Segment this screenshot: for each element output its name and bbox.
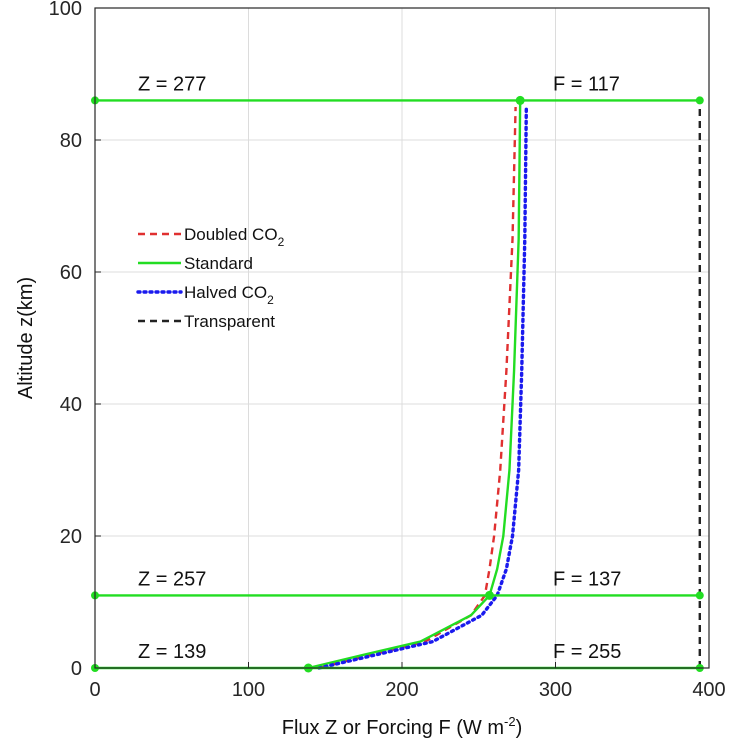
f-value-label: F = 137: [553, 568, 621, 590]
series-line-halved-co: [317, 105, 529, 670]
level-marker-right: [695, 591, 704, 600]
x-axis-label-end: ): [516, 717, 523, 739]
z-value-label: Z = 139: [138, 641, 206, 663]
x-tick-label: 300: [539, 679, 572, 701]
y-tick-label: 40: [60, 394, 82, 416]
z-value-label: Z = 277: [138, 73, 206, 95]
z-value-label: Z = 257: [138, 568, 206, 590]
x-tick-label: 200: [385, 679, 418, 701]
legend-subscript: 2: [267, 293, 274, 307]
level-marker-right: [695, 96, 704, 105]
legend-subscript: 2: [278, 235, 285, 249]
series-lines: [308, 100, 701, 670]
level-marker-flux: [515, 95, 525, 105]
y-tick-label: 80: [60, 130, 82, 152]
legend-label: Standard: [184, 254, 253, 273]
y-tick-label: 20: [60, 526, 82, 548]
series-line-standard: [308, 100, 522, 670]
f-value-label: F = 117: [553, 73, 620, 95]
level-marker-flux: [484, 590, 494, 600]
f-value-label: F = 255: [553, 641, 621, 663]
y-tick-label: 100: [49, 0, 82, 20]
x-axis-label-superscript: -2: [504, 714, 516, 729]
level-labels: Z = 277 F = 117 Z = 257 F = 137 Z = 139 F = 2…: [138, 73, 621, 663]
y-tick-label: 0: [71, 658, 82, 680]
x-tick-label: 100: [232, 679, 265, 701]
x-tick-label: 400: [692, 679, 725, 701]
legend-label: Transparent: [184, 312, 275, 331]
x-axis-label: Flux Z or Forcing F (W m-2): [282, 714, 522, 739]
axis-ticks: 0 100 200 300 400 0 20 40 60 80 100: [49, 0, 726, 701]
x-tick-label: 0: [89, 679, 100, 701]
y-tick-label: 60: [60, 262, 82, 284]
y-axis-label: Altitude z(km): [15, 277, 37, 399]
